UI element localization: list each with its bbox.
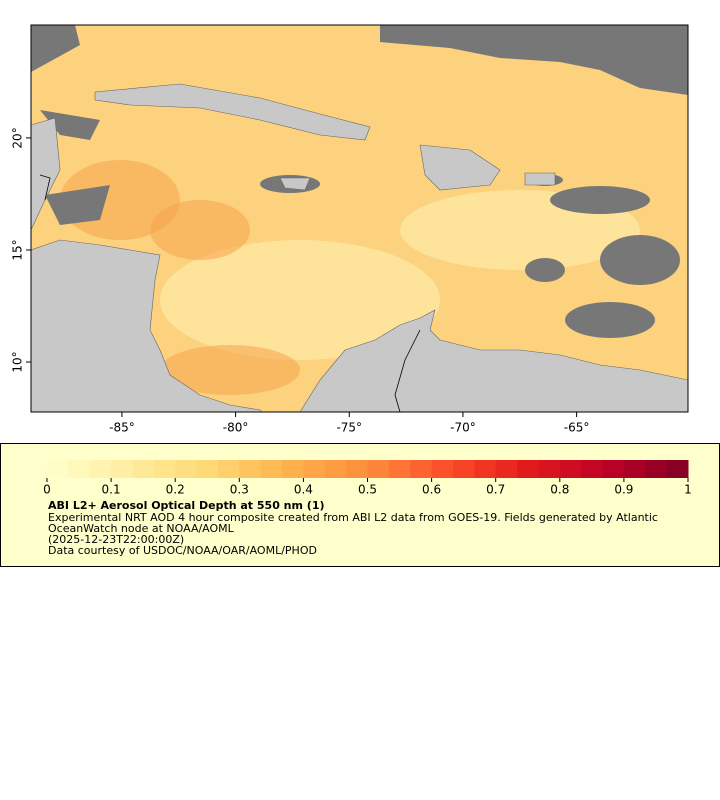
colorbar-cell bbox=[196, 460, 219, 478]
colorbar-cell bbox=[495, 460, 518, 478]
cloud bbox=[40, 110, 100, 140]
land-cuba bbox=[94, 83, 371, 141]
colorbar-tick-label: 0.1 bbox=[102, 483, 121, 497]
x-tick-label: -65° bbox=[564, 421, 590, 435]
colorbar-cell bbox=[474, 460, 497, 478]
x-tick-label: -85° bbox=[109, 421, 135, 435]
caption-line: Data courtesy of USDOC/NOAA/OAR/AOML/PHO… bbox=[48, 544, 317, 557]
colorbar-tick-label: 1 bbox=[684, 483, 692, 497]
land-jamaica bbox=[279, 177, 311, 191]
colorbar-cell bbox=[132, 460, 155, 478]
cloud bbox=[380, 25, 688, 95]
map-area bbox=[31, 25, 688, 412]
y-tick-label: 20° bbox=[11, 127, 25, 148]
y-tick-label: 15° bbox=[11, 239, 25, 260]
colorbar-tick-label: 0.3 bbox=[230, 483, 249, 497]
land-south-america bbox=[299, 309, 688, 412]
land-hispaniola bbox=[419, 144, 501, 191]
colorbar-cell bbox=[623, 460, 646, 478]
cloud bbox=[31, 25, 80, 72]
colorbar-cell bbox=[452, 460, 475, 478]
colorbar-cell bbox=[517, 460, 539, 478]
cloud bbox=[600, 235, 680, 285]
colorbar-cell bbox=[666, 460, 689, 478]
cloud bbox=[45, 185, 110, 225]
colorbar-cell bbox=[68, 460, 91, 478]
colorbar-tick-label: 0.7 bbox=[486, 483, 505, 497]
colorbar-tick-label: 0.5 bbox=[358, 483, 377, 497]
cloud bbox=[550, 186, 650, 214]
colorbar-cell bbox=[538, 460, 561, 478]
colorbar-cell bbox=[602, 460, 625, 478]
axes: -85° -80° -75° -70° -65° 10° 15° 20° bbox=[11, 127, 590, 434]
caption-line: (2025-12-23T22:00:00Z) bbox=[48, 533, 184, 546]
land-puerto-rico bbox=[524, 172, 556, 186]
aod-low bbox=[160, 240, 440, 360]
cloud bbox=[565, 302, 655, 338]
border bbox=[39, 174, 51, 201]
legend-title: ABI L2+ Aerosol Optical Depth at 550 nm … bbox=[48, 499, 325, 512]
colorbar: 0 0.1 0.2 0.3 0.4 0.5 0.6 0.7 0.8 0.9 1 bbox=[43, 460, 692, 497]
colorbar-tick-label: 0.6 bbox=[422, 483, 441, 497]
colorbar-cell bbox=[431, 460, 454, 478]
colorbar-tick-label: 0 bbox=[43, 483, 51, 497]
x-tick-label: -75° bbox=[336, 421, 362, 435]
map-frame bbox=[30, 24, 689, 413]
colorbar-cell bbox=[645, 460, 668, 478]
colorbar-cell bbox=[581, 460, 604, 478]
colorbar-cell bbox=[303, 460, 326, 478]
colorbar-tick-label: 0.9 bbox=[614, 483, 633, 497]
colorbar-cell bbox=[217, 460, 240, 478]
colorbar-cell bbox=[559, 460, 582, 478]
x-tick-label: -80° bbox=[223, 421, 249, 435]
x-tick-label: -70° bbox=[450, 421, 476, 435]
y-tick-label: 10° bbox=[11, 351, 25, 372]
colorbar-cell bbox=[239, 460, 262, 478]
colorbar-cell bbox=[111, 460, 133, 478]
colorbar-cell bbox=[324, 460, 347, 478]
aod-high bbox=[150, 200, 250, 260]
colorbar-cell bbox=[388, 460, 411, 478]
border bbox=[394, 329, 421, 412]
colorbar-cell bbox=[175, 460, 198, 478]
colorbar-cell bbox=[346, 460, 368, 478]
colorbar-tick-label: 0.2 bbox=[166, 483, 185, 497]
land-central-america bbox=[31, 239, 263, 412]
colorbar-cell bbox=[153, 460, 176, 478]
colorbar-cell bbox=[367, 460, 390, 478]
aod-high bbox=[160, 345, 300, 395]
cloud bbox=[525, 258, 565, 282]
colorbar-tick-label: 0.8 bbox=[550, 483, 569, 497]
caption-line: Experimental NRT AOD 4 hour composite cr… bbox=[48, 511, 658, 524]
colorbar-cell bbox=[410, 460, 433, 478]
colorbar-cell bbox=[260, 460, 283, 478]
colorbar-cell bbox=[47, 460, 69, 478]
land-yucatan bbox=[31, 117, 61, 231]
colorbar-cell bbox=[282, 460, 304, 478]
colorbar-cell bbox=[89, 460, 112, 478]
colorbar-tick-label: 0.4 bbox=[294, 483, 313, 497]
caption-line: OceanWatch node at NOAA/AOML bbox=[48, 522, 235, 535]
